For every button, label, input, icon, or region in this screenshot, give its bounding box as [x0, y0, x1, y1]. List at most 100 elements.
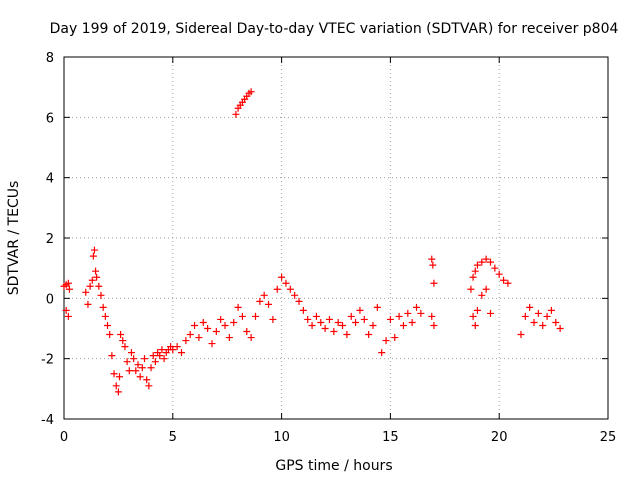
data-point: [225, 334, 233, 342]
data-point: [104, 321, 112, 329]
data-point: [469, 312, 477, 320]
data-point: [195, 334, 203, 342]
y-axis-label: SDTVAR / TECUs: [6, 181, 22, 296]
data-point: [495, 270, 503, 278]
data-point: [265, 300, 273, 308]
x-tick-label: 15: [382, 430, 399, 445]
data-point: [330, 328, 338, 336]
data-point: [247, 334, 255, 342]
data-point: [182, 337, 190, 345]
data-point: [147, 364, 155, 372]
data-point: [386, 315, 394, 323]
data-point: [291, 291, 299, 299]
data-point: [132, 367, 140, 375]
data-point: [556, 325, 564, 332]
data-point: [186, 331, 194, 339]
data-point: [143, 376, 151, 384]
data-point: [539, 321, 547, 329]
data-point: [417, 309, 425, 317]
data-point: [471, 267, 479, 275]
x-tick-label: 20: [491, 430, 508, 445]
data-point: [482, 255, 490, 263]
data-point: [500, 276, 508, 284]
data-point: [123, 358, 131, 366]
data-point: [467, 285, 475, 293]
x-tick-label: 10: [273, 430, 290, 445]
data-point: [64, 279, 72, 287]
data-points: [60, 88, 564, 396]
data-point: [473, 261, 481, 269]
data-point: [92, 267, 100, 275]
data-point: [428, 312, 436, 320]
data-point: [112, 382, 120, 390]
x-tick-label: 0: [60, 430, 68, 445]
data-point: [256, 297, 264, 305]
data-point: [99, 303, 107, 311]
data-point: [295, 297, 303, 305]
data-point: [356, 306, 364, 314]
data-point: [391, 334, 399, 342]
data-point: [238, 312, 246, 320]
data-point: [247, 88, 255, 96]
x-tick-label: 5: [169, 430, 177, 445]
data-point: [121, 343, 129, 351]
data-point: [413, 303, 421, 311]
data-point: [482, 285, 490, 293]
data-point: [108, 352, 116, 360]
data-point: [141, 355, 149, 363]
data-point: [308, 321, 316, 329]
data-point: [156, 352, 164, 360]
data-point: [101, 312, 109, 320]
data-point: [145, 382, 153, 390]
data-point: [430, 321, 438, 329]
data-point: [471, 321, 479, 329]
data-point: [369, 321, 377, 329]
data-point: [64, 312, 72, 320]
data-point: [232, 110, 240, 118]
data-point: [212, 328, 220, 336]
data-point: [543, 312, 551, 320]
data-point: [347, 312, 355, 320]
data-point: [428, 255, 436, 263]
data-point: [360, 315, 368, 323]
data-point: [114, 388, 122, 396]
data-point: [260, 291, 268, 299]
data-point: [282, 279, 290, 287]
data-point: [299, 306, 307, 314]
data-point: [199, 318, 207, 326]
y-tick-label: 4: [46, 172, 54, 187]
data-point: [382, 337, 390, 345]
data-point: [378, 349, 386, 357]
data-point: [106, 331, 114, 339]
data-point: [95, 282, 103, 290]
data-point: [504, 279, 512, 287]
data-point: [117, 331, 125, 339]
data-point: [97, 291, 105, 299]
x-tick-label: 25: [600, 430, 617, 445]
data-point: [404, 309, 412, 317]
data-point: [86, 282, 94, 290]
data-point: [173, 343, 181, 351]
data-point: [65, 285, 73, 293]
data-point: [473, 306, 481, 314]
data-point: [278, 273, 286, 281]
data-point: [149, 352, 157, 360]
data-point: [62, 306, 70, 314]
data-point: [469, 273, 477, 281]
x-axis-label: GPS time / hours: [275, 458, 392, 474]
chart-title: Day 199 of 2019, Sidereal Day-to-day VTE…: [50, 21, 619, 37]
data-point: [547, 306, 555, 314]
data-point: [430, 279, 438, 287]
data-point: [178, 349, 186, 357]
data-point: [552, 318, 560, 326]
data-point: [486, 309, 494, 317]
data-point: [82, 288, 90, 296]
data-point: [325, 315, 333, 323]
y-tick-label: 0: [46, 292, 54, 307]
grid: [64, 57, 608, 419]
data-point: [136, 373, 144, 381]
data-point: [534, 309, 542, 317]
data-point: [251, 312, 259, 320]
data-point: [208, 340, 216, 348]
